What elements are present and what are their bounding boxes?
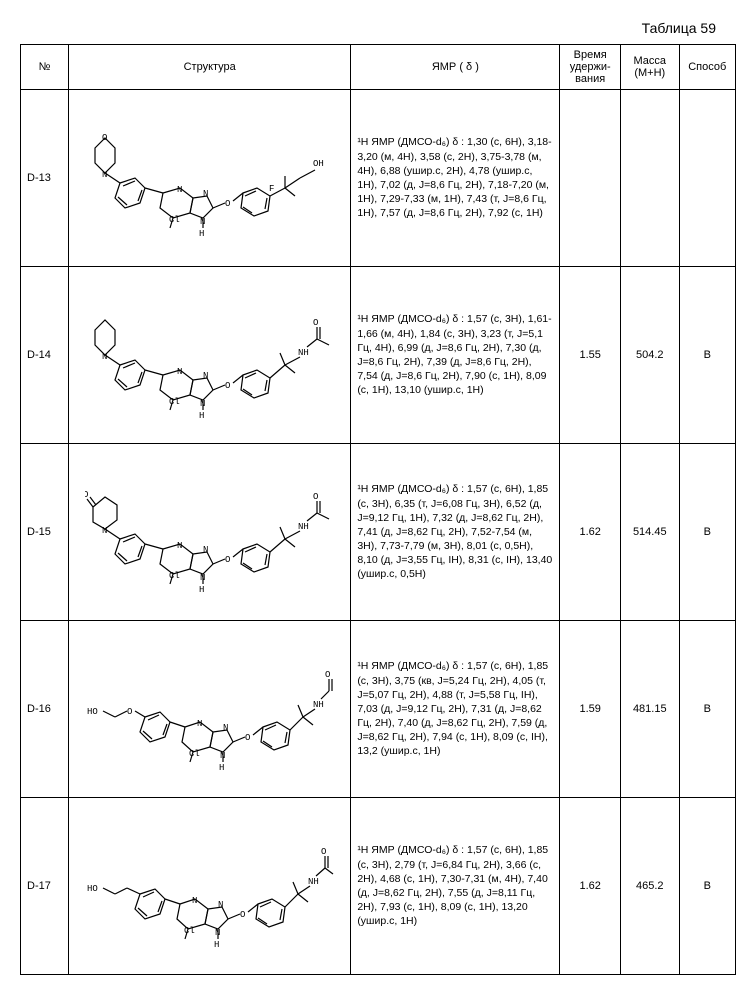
structure-svg: HO O N Cl N N xyxy=(85,639,335,779)
svg-text:N: N xyxy=(102,526,107,536)
cell-nmr: ¹H ЯМР (ДМСО-d₆) δ : 1,30 (с, 6H), 3,18-… xyxy=(351,90,560,267)
table-body: D-13 O N xyxy=(21,90,736,975)
cell-no: D-16 xyxy=(21,621,69,798)
table-row: D-17 HO N Cl xyxy=(21,798,736,975)
col-method: Способ xyxy=(679,45,735,90)
svg-text:O: O xyxy=(225,199,230,209)
cell-method: B xyxy=(679,444,735,621)
cell-mass: 504.2 xyxy=(621,267,680,444)
svg-text:O: O xyxy=(225,555,230,565)
cell-nmr: ¹H ЯМР (ДМСО-d₆) δ : 1,57 (с, 3H), 1,61-… xyxy=(351,267,560,444)
col-structure: Структура xyxy=(69,45,351,90)
cell-structure: N O N Cl N N H xyxy=(69,444,351,621)
svg-text:H: H xyxy=(219,763,224,773)
cell-retention: 1.62 xyxy=(560,798,621,975)
svg-text:N: N xyxy=(218,900,223,910)
svg-text:O: O xyxy=(85,490,88,500)
header-row: № Структура ЯМР ( δ ) Время удержи-вания… xyxy=(21,45,736,90)
table-row: D-13 O N xyxy=(21,90,736,267)
svg-text:N: N xyxy=(192,896,197,906)
cell-structure: HO O N Cl N N xyxy=(69,621,351,798)
svg-text:N: N xyxy=(203,189,208,199)
svg-text:Cl: Cl xyxy=(169,215,180,225)
col-mass: Масса (M+H) xyxy=(621,45,680,90)
svg-text:N: N xyxy=(223,723,228,733)
col-nmr: ЯМР ( δ ) xyxy=(351,45,560,90)
svg-text:NH: NH xyxy=(298,348,309,358)
table-row: D-14 N N Cl N xyxy=(21,267,736,444)
cell-retention xyxy=(560,90,621,267)
cell-no: D-15 xyxy=(21,444,69,621)
cell-structure: N N Cl N N H O xyxy=(69,267,351,444)
svg-text:O: O xyxy=(313,492,318,502)
svg-text:Cl: Cl xyxy=(189,749,200,759)
svg-text:Cl: Cl xyxy=(169,397,180,407)
col-retention: Время удержи-вания xyxy=(560,45,621,90)
cell-structure: O N N Cl xyxy=(69,90,351,267)
svg-text:HO: HO xyxy=(87,884,98,894)
cell-mass: 481.15 xyxy=(621,621,680,798)
svg-text:H: H xyxy=(199,585,204,595)
col-no: № xyxy=(21,45,69,90)
svg-text:N: N xyxy=(102,352,107,362)
cell-nmr: ¹H ЯМР (ДМСО-d₆) δ : 1,57 (с, 6H), 1,85 … xyxy=(351,444,560,621)
cell-mass xyxy=(621,90,680,267)
svg-text:Cl: Cl xyxy=(184,926,195,936)
cell-nmr: ¹H ЯМР (ДМСО-d₆) δ : 1,57 (с, 6H), 1,85 … xyxy=(351,621,560,798)
cell-method: B xyxy=(679,267,735,444)
cell-retention: 1.62 xyxy=(560,444,621,621)
svg-text:O: O xyxy=(102,133,107,143)
svg-text:O: O xyxy=(325,670,330,680)
svg-text:F: F xyxy=(269,184,274,194)
svg-text:N: N xyxy=(177,541,182,551)
cell-retention: 1.59 xyxy=(560,621,621,798)
structure-svg: HO N Cl N N H xyxy=(85,816,335,956)
data-table: № Структура ЯМР ( δ ) Время удержи-вания… xyxy=(20,44,736,975)
cell-no: D-17 xyxy=(21,798,69,975)
svg-text:O: O xyxy=(313,318,318,328)
svg-text:O: O xyxy=(240,910,245,920)
svg-text:O: O xyxy=(225,381,230,391)
svg-text:O: O xyxy=(127,707,132,717)
table-row: D-15 N O N Cl xyxy=(21,444,736,621)
cell-no: D-13 xyxy=(21,90,69,267)
svg-text:OH: OH xyxy=(313,159,324,169)
table-title: Таблица 59 xyxy=(20,20,736,36)
cell-nmr: ¹H ЯМР (ДМСО-d₆) δ : 1,57 (с, 6H), 1,85 … xyxy=(351,798,560,975)
svg-text:H: H xyxy=(199,411,204,421)
cell-mass: 465.2 xyxy=(621,798,680,975)
structure-svg: N N Cl N N H O xyxy=(85,285,335,425)
cell-method: B xyxy=(679,621,735,798)
svg-text:NH: NH xyxy=(313,700,324,710)
svg-text:N: N xyxy=(102,170,107,180)
cell-method xyxy=(679,90,735,267)
svg-text:O: O xyxy=(245,733,250,743)
structure-svg: O N N Cl xyxy=(85,108,335,248)
svg-text:O: O xyxy=(321,847,326,857)
cell-retention: 1.55 xyxy=(560,267,621,444)
svg-text:N: N xyxy=(203,371,208,381)
svg-text:H: H xyxy=(199,229,204,239)
cell-structure: HO N Cl N N H xyxy=(69,798,351,975)
svg-text:H: H xyxy=(214,940,219,950)
svg-text:N: N xyxy=(177,185,182,195)
svg-text:NH: NH xyxy=(308,877,319,887)
cell-no: D-14 xyxy=(21,267,69,444)
table-row: D-16 HO O N Cl xyxy=(21,621,736,798)
svg-text:N: N xyxy=(203,545,208,555)
cell-method: B xyxy=(679,798,735,975)
svg-text:Cl: Cl xyxy=(169,571,180,581)
svg-text:N: N xyxy=(197,719,202,729)
svg-text:NH: NH xyxy=(298,522,309,532)
structure-svg: N O N Cl N N H xyxy=(85,457,335,607)
svg-text:N: N xyxy=(177,367,182,377)
svg-text:HO: HO xyxy=(87,707,98,717)
cell-mass: 514.45 xyxy=(621,444,680,621)
